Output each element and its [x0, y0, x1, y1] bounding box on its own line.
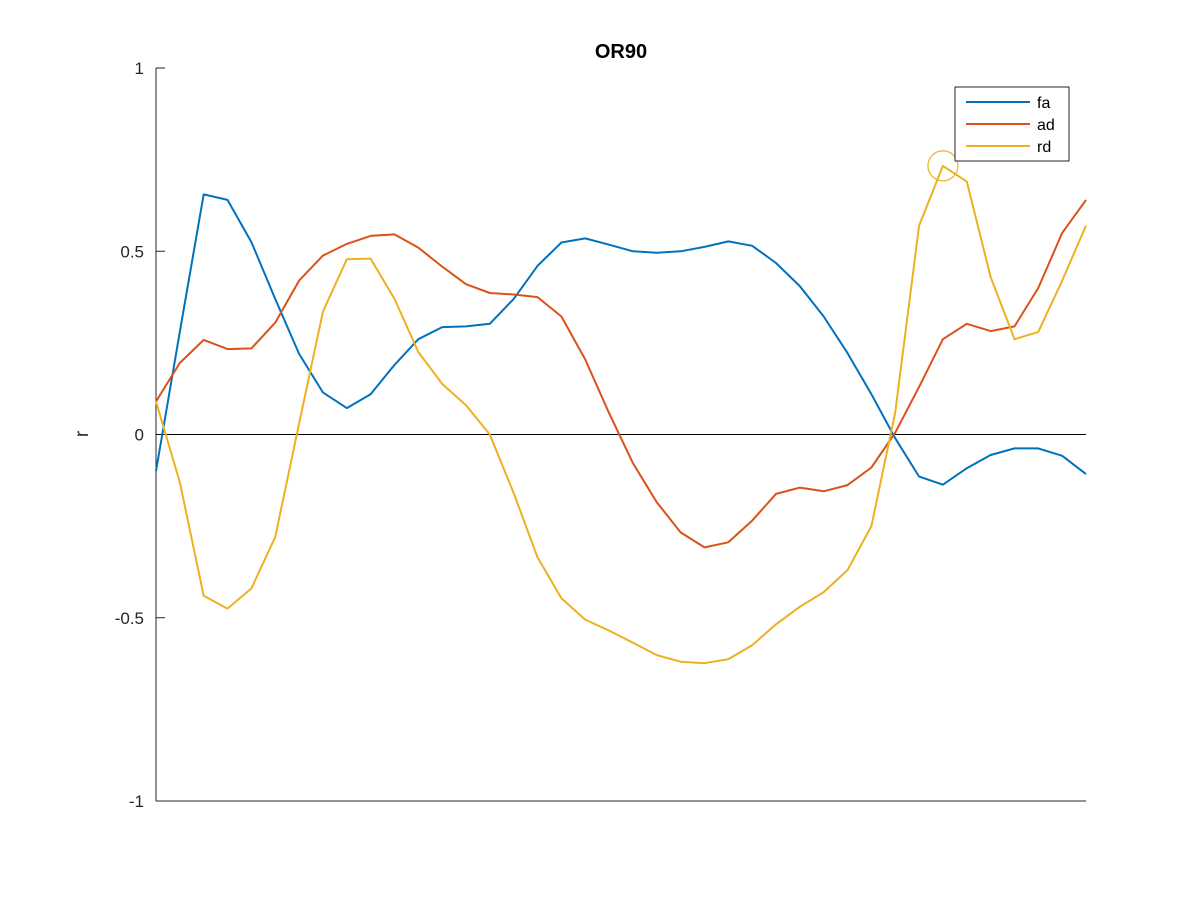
legend-label-fa: fa [1037, 95, 1050, 112]
series-line-rd [155, 164, 1087, 665]
legend-label-rd: rd [1037, 139, 1051, 156]
series-line-ad [155, 199, 1087, 549]
annotation-group [927, 150, 959, 182]
y-tick-label: 1 [135, 59, 144, 78]
chart-title: OR90 [595, 41, 647, 63]
y-axis-label: r [72, 430, 93, 437]
y-tick-label: -0.5 [115, 609, 144, 628]
series-group [155, 164, 1087, 665]
y-tick-label: -1 [129, 792, 144, 811]
legend-label-ad: ad [1037, 117, 1055, 134]
series-line-fa [155, 193, 1087, 486]
annotation-circle-marker [927, 150, 959, 182]
y-tick-label: 0.5 [120, 242, 144, 261]
legend: fa ad rd [954, 86, 1070, 162]
y-tick-label: 0 [135, 426, 144, 445]
y-axis: -1 -0.5 0 0.5 1 [115, 59, 1086, 811]
